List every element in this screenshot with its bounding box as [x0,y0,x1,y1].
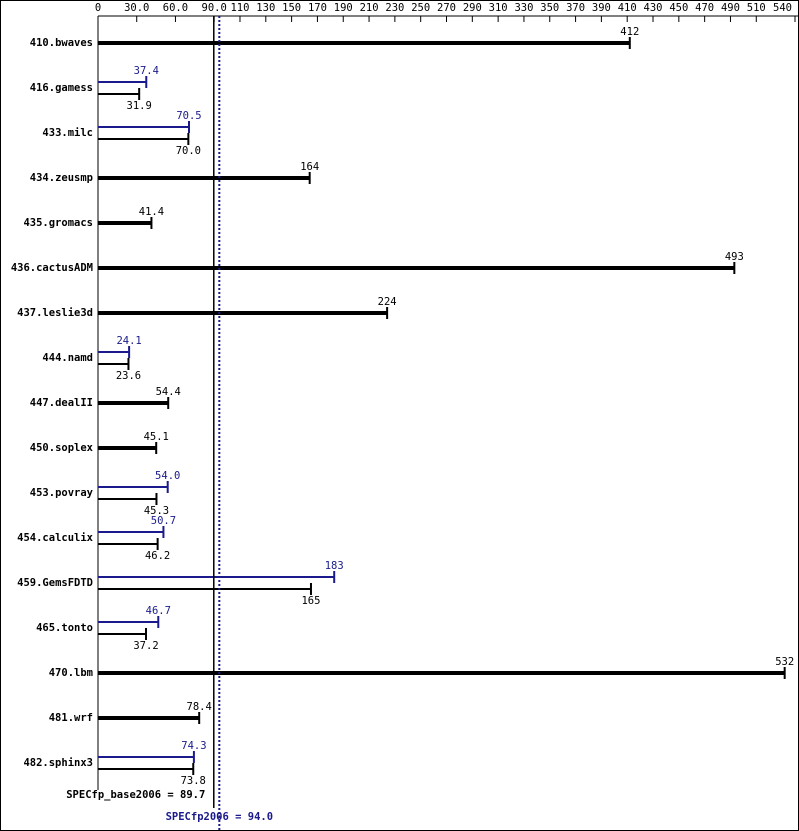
x-tick-label: 370 [566,2,585,14]
value-label: 46.2 [145,550,170,562]
value-label: 37.4 [134,65,159,77]
x-tick-label: 230 [385,2,404,14]
category-label: 436.cactusADM [11,262,93,274]
value-label: 45.1 [144,431,169,443]
x-tick-label: 450 [669,2,688,14]
category-label: 435.gromacs [23,217,93,229]
x-tick-label: 110 [230,2,249,14]
category-label: 416.gamess [30,82,93,94]
value-label: 165 [301,595,320,607]
x-tick-label: 30.0 [124,2,149,14]
value-label: 70.0 [176,145,201,157]
x-tick-label: 170 [308,2,327,14]
x-tick-label: 0 [95,2,101,14]
value-label: 46.7 [146,605,171,617]
category-label: 465.tonto [36,622,93,634]
x-tick-label: 410 [618,2,637,14]
category-label: 450.soplex [30,442,94,454]
value-label: 45.3 [144,505,169,517]
value-label: 50.7 [151,515,176,527]
x-tick-label: 90.0 [202,2,227,14]
x-tick-label: 130 [256,2,275,14]
value-label: 54.0 [155,470,180,482]
category-label: 453.povray [30,487,94,499]
x-tick-label: 470 [695,2,714,14]
category-label: 447.dealII [30,397,93,409]
value-label: 412 [620,26,639,38]
x-tick-label: 290 [463,2,482,14]
x-tick-label: 270 [437,2,456,14]
category-label: 459.GemsFDTD [17,577,93,589]
reference-label: SPECfp_base2006 = 89.7 [66,789,205,801]
category-label: 444.namd [42,352,93,364]
x-tick-label: 510 [747,2,766,14]
x-tick-label: 310 [489,2,508,14]
value-label: 78.4 [187,701,212,713]
category-label: 410.bwaves [30,37,93,49]
value-label: 23.6 [116,370,141,382]
value-label: 54.4 [156,386,181,398]
value-label: 183 [325,560,344,572]
category-label: 434.zeusmp [30,172,93,184]
x-tick-label: 490 [721,2,740,14]
category-label: 481.wrf [49,712,93,724]
category-label: 433.milc [42,127,93,139]
x-tick-label: 150 [282,2,301,14]
category-label: 482.sphinx3 [23,757,93,769]
x-tick-label: 430 [644,2,663,14]
value-label: 74.3 [181,740,206,752]
value-label: 24.1 [116,335,141,347]
value-label: 31.9 [127,100,152,112]
value-label: 37.2 [133,640,158,652]
value-label: 224 [378,296,397,308]
x-tick-label: 540 [773,2,792,14]
x-tick-label: 390 [592,2,611,14]
reference-label: SPECfp2006 = 94.0 [166,811,273,823]
value-label: 41.4 [139,206,164,218]
category-label: 437.leslie3d [17,307,93,319]
x-tick-label: 60.0 [163,2,188,14]
category-label: 454.calculix [17,532,94,544]
x-tick-label: 190 [334,2,353,14]
x-tick-label: 330 [514,2,533,14]
x-tick-label: 210 [360,2,379,14]
value-label: 532 [775,656,794,668]
x-tick-label: 250 [411,2,430,14]
value-label: 164 [300,161,319,173]
value-label: 70.5 [176,110,201,122]
category-label: 470.lbm [49,667,93,679]
value-label: 73.8 [181,775,206,787]
value-label: 493 [725,251,744,263]
x-tick-label: 350 [540,2,559,14]
